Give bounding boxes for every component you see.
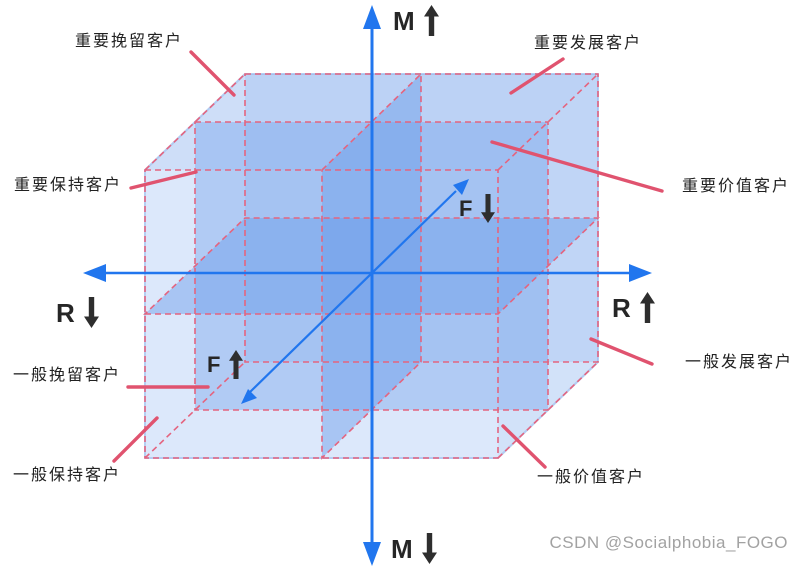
m-axis (363, 5, 381, 566)
top-right-depth-edge (497, 73, 599, 171)
label-general-develop: 一般发展客户 (685, 354, 794, 371)
bottom-right-depth-edge (497, 361, 599, 459)
bottom-left-depth-edge (144, 361, 246, 459)
pointer-important-develop (509, 57, 565, 95)
arrow-up-icon (423, 5, 439, 36)
r-axis-arrowhead-right (629, 264, 652, 282)
axis-letter-f: F (207, 351, 221, 377)
label-important-retain: 重要挽留客户 (75, 33, 184, 50)
f-axis-arrowhead-front (241, 389, 257, 404)
pointer-important-keep (129, 170, 198, 190)
axis-letter-r: R (612, 292, 631, 323)
pointer-important-retain (189, 50, 236, 97)
axis-label-r-up: R (612, 292, 655, 323)
m-axis-arrowhead-up (363, 5, 381, 29)
axis-label-r-down: R (56, 297, 99, 328)
pointer-general-value (501, 424, 547, 469)
arrow-down-icon (421, 533, 437, 564)
f-axis (241, 179, 469, 404)
arrow-up-icon (639, 292, 655, 323)
pointer-lines (112, 50, 664, 469)
label-general-keep: 一般保持客户 (13, 467, 122, 484)
axis-letter-m: M (393, 5, 415, 36)
pointer-important-value (490, 140, 664, 193)
watermark: CSDN @Socialphobia_FOGO (549, 533, 788, 552)
axis-letter-r: R (56, 297, 75, 328)
label-important-value: 重要价值客户 (682, 178, 791, 195)
axis-label-f-down: F (459, 194, 496, 223)
r-axis-arrowhead-left (83, 264, 106, 282)
f-axis-line (248, 190, 457, 394)
pointer-general-keep (112, 416, 159, 463)
arrow-down-icon (83, 297, 99, 328)
r-axis (83, 264, 652, 282)
horizontal-mid-plane-edge (143, 217, 600, 315)
label-general-value: 一般价值客户 (537, 469, 646, 486)
arrow-down-icon (481, 194, 496, 223)
m-axis-arrowhead-down (363, 542, 381, 566)
pointer-general-develop (589, 337, 654, 366)
axis-label-m-down: M (391, 533, 437, 564)
label-important-develop: 重要发展客户 (534, 35, 643, 52)
arrow-up-icon (229, 350, 244, 379)
label-important-keep: 重要保持客户 (14, 177, 123, 194)
vertical-mid-plane-edge (321, 72, 422, 460)
axis-letter-m: M (391, 533, 413, 564)
axis-letter-f: F (459, 195, 473, 221)
label-general-retain: 一般挽留客户 (13, 367, 122, 384)
axis-label-f-up: F (207, 350, 244, 379)
f-axis-arrowhead-back (453, 179, 469, 195)
axis-label-m-up: M (393, 5, 439, 36)
